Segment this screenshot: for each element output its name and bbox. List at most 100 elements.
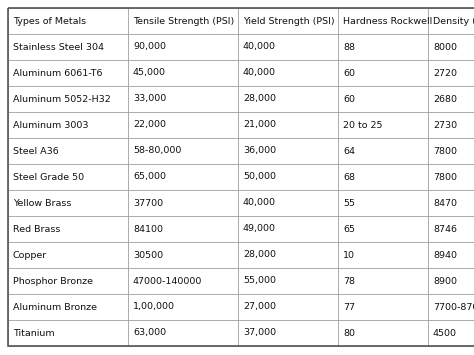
Bar [238, 112, 338, 138]
Text: 30500: 30500 [133, 251, 163, 260]
Bar [128, 86, 238, 112]
Bar [428, 164, 474, 190]
Text: 77: 77 [343, 302, 355, 311]
Bar [238, 190, 338, 216]
Bar [8, 190, 128, 216]
Bar [8, 164, 128, 190]
Bar [428, 216, 474, 242]
Bar [128, 242, 238, 268]
Text: 49,000: 49,000 [243, 224, 276, 234]
Bar [428, 86, 474, 112]
Text: 7800: 7800 [433, 147, 457, 155]
Bar [238, 242, 338, 268]
Bar [238, 294, 338, 320]
Text: Yellow Brass: Yellow Brass [13, 198, 72, 208]
Text: 7700-8700: 7700-8700 [433, 302, 474, 311]
Text: 58-80,000: 58-80,000 [133, 147, 182, 155]
Bar [8, 268, 128, 294]
Bar [338, 138, 428, 164]
Bar [338, 268, 428, 294]
Text: Hardness Rockwell: Hardness Rockwell [343, 16, 432, 26]
Text: 60: 60 [343, 69, 355, 77]
Text: 21,000: 21,000 [243, 120, 276, 130]
Text: 20 to 25: 20 to 25 [343, 120, 383, 130]
Bar [428, 190, 474, 216]
Bar [8, 86, 128, 112]
Text: 63,000: 63,000 [133, 328, 166, 338]
Text: 65,000: 65,000 [133, 173, 166, 181]
Bar [238, 8, 338, 34]
Text: Tensile Strength (PSI): Tensile Strength (PSI) [133, 16, 234, 26]
Bar [338, 164, 428, 190]
Text: 28,000: 28,000 [243, 251, 276, 260]
Text: 65: 65 [343, 224, 355, 234]
Text: Phosphor Bronze: Phosphor Bronze [13, 277, 93, 285]
Bar [8, 320, 128, 346]
Text: 8746: 8746 [433, 224, 457, 234]
Text: 80: 80 [343, 328, 355, 338]
Bar [128, 216, 238, 242]
Text: 88: 88 [343, 43, 355, 51]
Bar [128, 190, 238, 216]
Bar [338, 112, 428, 138]
Bar [128, 8, 238, 34]
Bar [338, 216, 428, 242]
Text: Aluminum Bronze: Aluminum Bronze [13, 302, 97, 311]
Text: 10: 10 [343, 251, 355, 260]
Bar [428, 112, 474, 138]
Bar [8, 60, 128, 86]
Bar [128, 60, 238, 86]
Text: 28,000: 28,000 [243, 94, 276, 104]
Text: Steel Grade 50: Steel Grade 50 [13, 173, 84, 181]
Bar [8, 242, 128, 268]
Text: Red Brass: Red Brass [13, 224, 60, 234]
Bar [128, 138, 238, 164]
Bar [338, 86, 428, 112]
Bar [428, 138, 474, 164]
Bar [128, 34, 238, 60]
Bar [428, 34, 474, 60]
Text: 4500: 4500 [433, 328, 457, 338]
Text: Steel A36: Steel A36 [13, 147, 59, 155]
Text: 40,000: 40,000 [243, 43, 276, 51]
Text: 36,000: 36,000 [243, 147, 276, 155]
Bar [238, 60, 338, 86]
Bar [428, 268, 474, 294]
Text: 2730: 2730 [433, 120, 457, 130]
Text: 55: 55 [343, 198, 355, 208]
Text: 1,00,000: 1,00,000 [133, 302, 175, 311]
Text: 27,000: 27,000 [243, 302, 276, 311]
Text: 8900: 8900 [433, 277, 457, 285]
Text: 37,000: 37,000 [243, 328, 276, 338]
Bar [128, 164, 238, 190]
Text: 8470: 8470 [433, 198, 457, 208]
Text: Aluminum 6061-T6: Aluminum 6061-T6 [13, 69, 102, 77]
Bar [8, 294, 128, 320]
Text: 78: 78 [343, 277, 355, 285]
Bar [428, 242, 474, 268]
Bar [338, 320, 428, 346]
Bar [238, 268, 338, 294]
Bar [238, 216, 338, 242]
Bar [338, 34, 428, 60]
Bar [338, 190, 428, 216]
Bar [338, 60, 428, 86]
Text: 55,000: 55,000 [243, 277, 276, 285]
Bar [428, 8, 474, 34]
Bar [128, 294, 238, 320]
Text: 33,000: 33,000 [133, 94, 166, 104]
Text: Copper: Copper [13, 251, 47, 260]
Bar [8, 34, 128, 60]
Text: 90,000: 90,000 [133, 43, 166, 51]
Text: Types of Metals: Types of Metals [13, 16, 86, 26]
Text: 37700: 37700 [133, 198, 163, 208]
Text: Density (Kg/m³): Density (Kg/m³) [433, 16, 474, 26]
Bar [128, 320, 238, 346]
Text: Stainless Steel 304: Stainless Steel 304 [13, 43, 104, 51]
Bar [338, 242, 428, 268]
Bar [8, 216, 128, 242]
Text: 8000: 8000 [433, 43, 457, 51]
Bar [238, 138, 338, 164]
Text: 68: 68 [343, 173, 355, 181]
Text: 40,000: 40,000 [243, 198, 276, 208]
